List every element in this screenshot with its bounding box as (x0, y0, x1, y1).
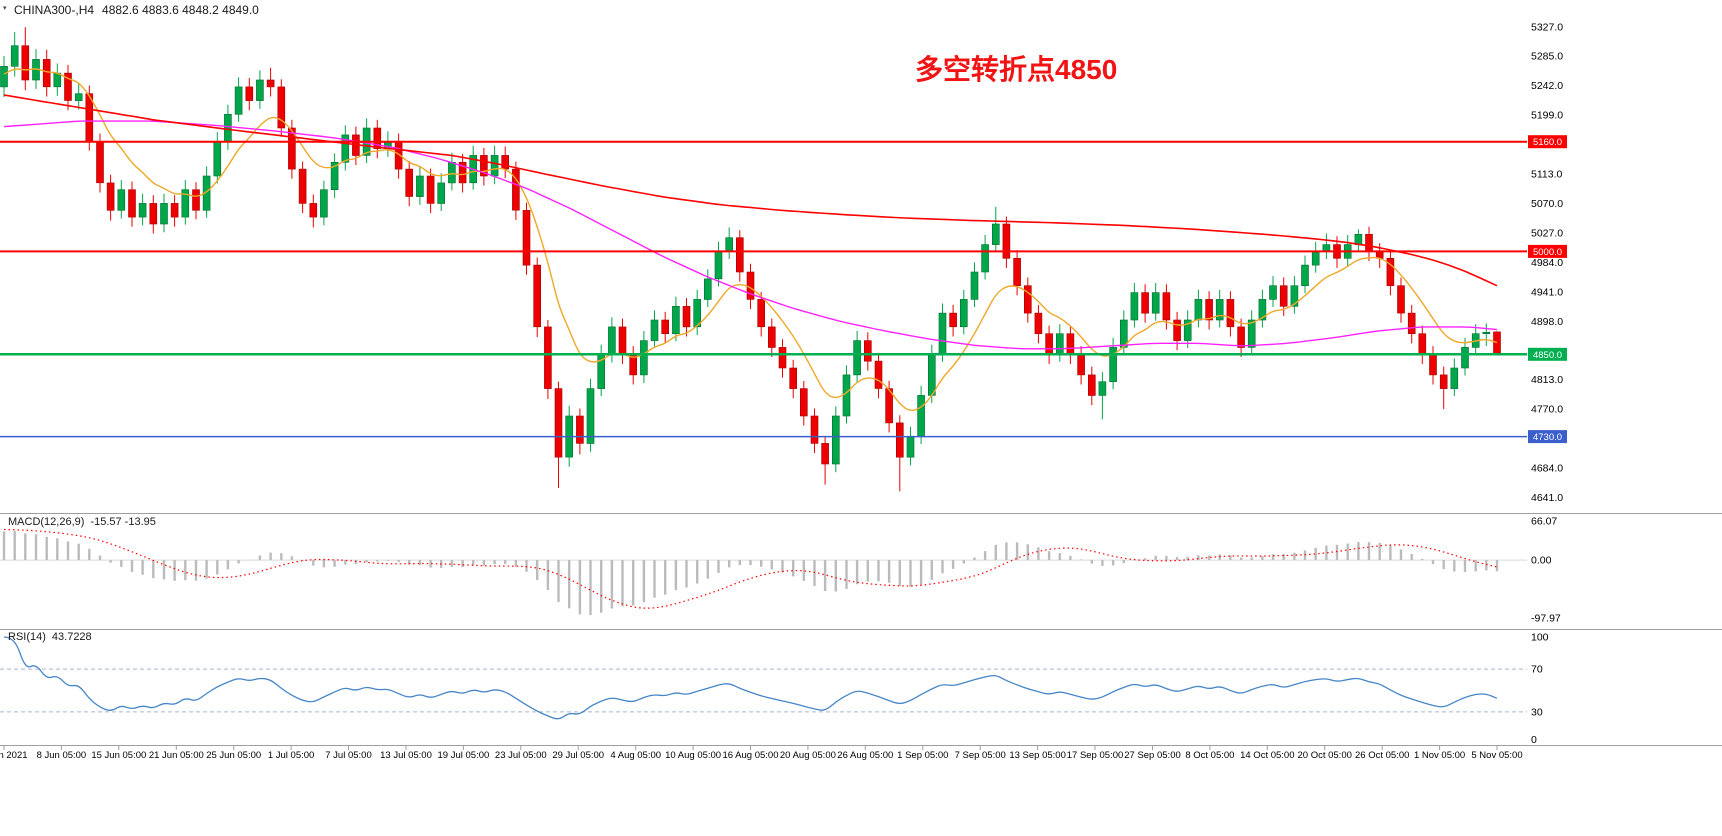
svg-text:23 Jul 05:00: 23 Jul 05:00 (495, 750, 547, 761)
svg-text:1 Jul 05:00: 1 Jul 05:00 (268, 750, 314, 761)
svg-text:29 Jul 05:00: 29 Jul 05:00 (552, 750, 604, 761)
ma-slow-line (3, 94, 1498, 287)
rsi-value: 43.7228 (51, 631, 92, 643)
ma-fast-line (3, 68, 1498, 411)
price-axis[interactable]: 5160.0 5000.0 4850.0 4730.0 5327.0 5285.0 5242… (1528, 22, 1567, 746)
macd-name: MACD(12,26,9) (8, 516, 85, 528)
svg-text:26 Aug 05:00: 26 Aug 05:00 (837, 750, 893, 761)
svg-text:4850.0: 4850.0 (1533, 350, 1562, 361)
svg-text:5160.0: 5160.0 (1533, 137, 1562, 148)
svg-text:25 Jun 05:00: 25 Jun 05:00 (206, 750, 261, 761)
svg-text:7 Jul 05:00: 7 Jul 05:00 (325, 750, 371, 761)
svg-text:4898.0: 4898.0 (1531, 316, 1563, 328)
svg-text:10 Aug 05:00: 10 Aug 05:00 (665, 750, 721, 761)
svg-text:-97.97: -97.97 (1531, 613, 1561, 625)
svg-text:7 Sep 05:00: 7 Sep 05:00 (955, 750, 1006, 761)
candles[interactable] (0, 27, 1501, 492)
symbol-timeframe-label: CHINA300-,H4 (14, 3, 95, 17)
svg-text:70: 70 (1531, 664, 1543, 676)
svg-text:26 Oct 05:00: 26 Oct 05:00 (1355, 750, 1409, 761)
svg-text:20 Aug 05:00: 20 Aug 05:00 (780, 750, 836, 761)
svg-text:8 Jun 05:00: 8 Jun 05:00 (37, 750, 87, 761)
svg-text:5327.0: 5327.0 (1531, 22, 1563, 34)
svg-text:5 Nov 05:00: 5 Nov 05:00 (1471, 750, 1522, 761)
svg-text:15 Jun 05:00: 15 Jun 05:00 (91, 750, 146, 761)
svg-text:19 Jul 05:00: 19 Jul 05:00 (438, 750, 490, 761)
annotation-text: 多空转折点4850 (915, 54, 1118, 85)
svg-text:4984.0: 4984.0 (1531, 257, 1563, 269)
rsi-indicator-label: RSI(14) 43.7228 (8, 631, 92, 643)
svg-text:4730.0: 4730.0 (1533, 432, 1562, 443)
svg-text:2 Jun 2021: 2 Jun 2021 (0, 750, 28, 761)
ma-mid-line (3, 120, 1498, 350)
macd-indicator-label: MACD(12,26,9) -15.57 -13.95 (8, 516, 156, 528)
svg-text:5027.0: 5027.0 (1531, 227, 1563, 239)
hline-price-tag (1528, 347, 1567, 361)
svg-text:21 Jun 05:00: 21 Jun 05:00 (149, 750, 204, 761)
svg-text:30: 30 (1531, 706, 1543, 718)
svg-text:5000.0: 5000.0 (1533, 247, 1562, 258)
svg-text:0: 0 (1531, 734, 1537, 746)
svg-text:100: 100 (1531, 632, 1549, 644)
svg-text:66.07: 66.07 (1531, 516, 1557, 528)
rsi-name: RSI(14) (8, 631, 46, 643)
svg-text:27 Sep 05:00: 27 Sep 05:00 (1124, 750, 1181, 761)
svg-text:1 Nov 05:00: 1 Nov 05:00 (1414, 750, 1465, 761)
hline-price-tag (1528, 135, 1567, 149)
svg-text:5242.0: 5242.0 (1531, 80, 1563, 92)
svg-text:5113.0: 5113.0 (1531, 168, 1562, 180)
svg-text:4684.0: 4684.0 (1531, 463, 1563, 475)
macd-values: -15.57 -13.95 (90, 516, 156, 528)
svg-text:1 Sep 05:00: 1 Sep 05:00 (897, 750, 948, 761)
svg-text:14 Oct 05:00: 14 Oct 05:00 (1240, 750, 1294, 761)
symbol-marker-icon: ▾ (3, 5, 7, 12)
svg-text:17 Sep 05:00: 17 Sep 05:00 (1067, 750, 1124, 761)
hline-price-tag (1528, 244, 1567, 258)
rsi-line (3, 636, 1498, 720)
rsi-pane[interactable] (0, 636, 1527, 720)
svg-text:4770.0: 4770.0 (1531, 404, 1563, 416)
macd-signal-line (3, 528, 1498, 609)
hline-price-tag (1528, 430, 1567, 444)
macd-pane[interactable] (0, 528, 1527, 616)
svg-text:5199.0: 5199.0 (1531, 110, 1563, 122)
svg-text:4941.0: 4941.0 (1531, 286, 1563, 298)
svg-text:8 Oct 05:00: 8 Oct 05:00 (1185, 750, 1234, 761)
macd-histogram (2, 531, 1499, 615)
svg-text:13 Jul 05:00: 13 Jul 05:00 (380, 750, 432, 761)
svg-text:20 Oct 05:00: 20 Oct 05:00 (1297, 750, 1351, 761)
svg-text:0.00: 0.00 (1531, 555, 1552, 567)
main-price-pane[interactable] (0, 27, 1527, 492)
svg-text:4 Aug 05:00: 4 Aug 05:00 (610, 750, 661, 761)
svg-text:13 Sep 05:00: 13 Sep 05:00 (1009, 750, 1066, 761)
symbol-header: CHINA300-,H4 4882.6 4883.6 4848.2 4849.0 (14, 3, 259, 17)
ohlc-values: 4882.6 4883.6 4848.2 4849.0 (102, 3, 259, 17)
svg-text:16 Aug 05:00: 16 Aug 05:00 (723, 750, 779, 761)
svg-text:5285.0: 5285.0 (1531, 51, 1563, 63)
svg-text:5070.0: 5070.0 (1531, 198, 1563, 210)
svg-text:4641.0: 4641.0 (1531, 492, 1563, 504)
svg-text:4813.0: 4813.0 (1531, 374, 1563, 386)
